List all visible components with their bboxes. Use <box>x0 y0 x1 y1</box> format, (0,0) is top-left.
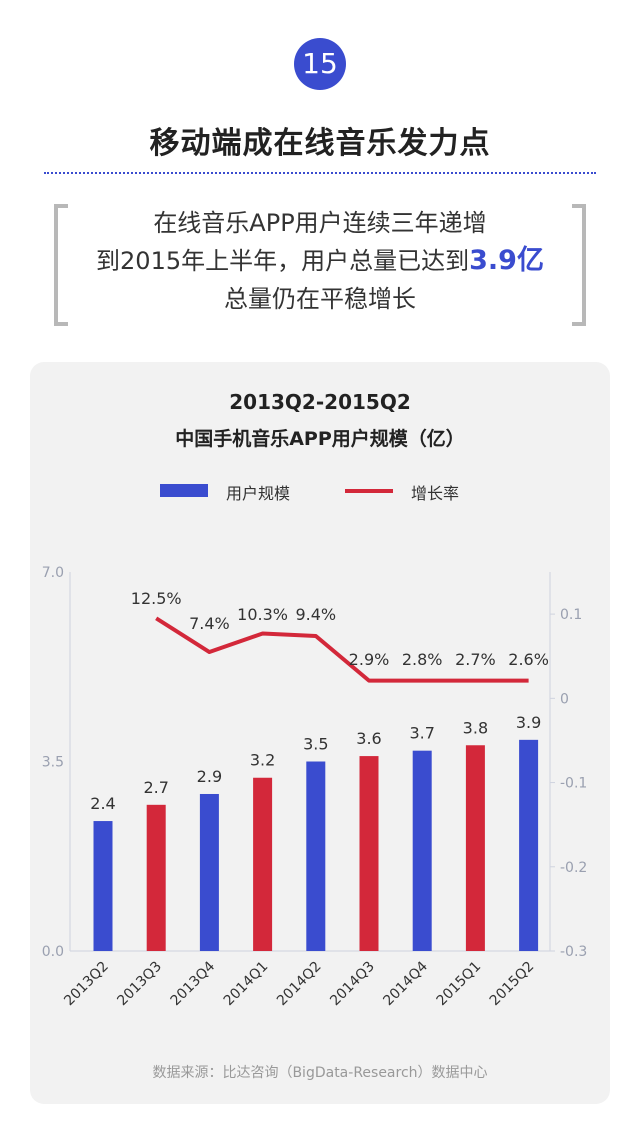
legend-bar-label: 用户规模 <box>226 484 291 503</box>
bar-value-label: 3.2 <box>250 751 275 770</box>
category-label: 2014Q3 <box>327 959 378 1010</box>
bar-value-label: 2.7 <box>143 778 168 797</box>
source-note: 数据来源：比达咨询（BigData-Research）数据中心 <box>152 1065 488 1081</box>
growth-label: 2.7% <box>455 650 496 669</box>
category-label: 2013Q2 <box>61 959 112 1010</box>
growth-line <box>155 616 529 683</box>
dotted-divider <box>44 172 596 174</box>
category-label: 2015Q1 <box>434 959 485 1010</box>
bar-value-label: 2.4 <box>90 794 115 813</box>
chart-subtitle: 中国手机音乐APP用户规模（亿） <box>175 428 465 450</box>
bar <box>253 777 273 951</box>
right-tick-label: 0.1 <box>560 607 582 623</box>
page-title: 移动端成在线音乐发力点 <box>149 126 491 161</box>
number-badge: 15 <box>294 38 346 90</box>
bar-value-label: 3.6 <box>356 729 381 748</box>
chart-title: 2013Q2-2015Q2 <box>229 390 411 414</box>
right-bracket <box>572 204 586 326</box>
bar-value-label: 2.9 <box>197 767 222 786</box>
bar-value-label: 3.5 <box>303 735 328 754</box>
bar-value-label: 3.9 <box>516 713 541 732</box>
bar <box>519 739 539 951</box>
quote-line-2: 到2015年上半年，用户总量已达到3.9亿 <box>64 242 576 280</box>
legend-bar-swatch <box>160 484 208 497</box>
legend-line-label: 增长率 <box>411 484 460 503</box>
left-tick-label: 3.5 <box>42 755 64 771</box>
quote-line-1: 在线音乐APP用户连续三年递增 <box>153 209 487 237</box>
category-label: 2013Q3 <box>114 959 165 1010</box>
bar <box>359 756 379 951</box>
growth-label: 12.5% <box>131 589 182 608</box>
bar <box>465 745 485 951</box>
bar <box>199 793 219 951</box>
legend-line-swatch <box>345 489 393 493</box>
chart-card: 2013Q2-2015Q2 中国手机音乐APP用户规模（亿） 用户规模 增长率 … <box>30 362 610 1104</box>
quote-line-2-text: 到2015年上半年，用户总量已达到 <box>96 247 470 275</box>
bar <box>93 821 113 951</box>
category-label: 2015Q2 <box>487 959 538 1010</box>
growth-label: 2.8% <box>402 650 443 669</box>
category-label: 2014Q2 <box>274 959 325 1010</box>
growth-label: 7.4% <box>189 614 230 633</box>
bar-value-label: 3.7 <box>409 724 434 743</box>
left-tick-label: 0.0 <box>42 944 64 960</box>
bar-value-label: 3.8 <box>463 718 488 737</box>
growth-label: 2.9% <box>349 650 390 669</box>
growth-label: 9.4% <box>295 605 336 624</box>
quote-highlight: 3.9亿 <box>469 245 544 276</box>
left-bracket <box>54 204 68 326</box>
category-label: 2014Q4 <box>380 958 431 1009</box>
right-tick-label: 0 <box>560 691 569 707</box>
right-tick-label: -0.1 <box>560 776 587 792</box>
growth-label: 2.6% <box>508 650 549 669</box>
bar <box>306 761 326 951</box>
bar <box>146 804 166 951</box>
left-tick-label: 7.0 <box>42 565 64 581</box>
chart-plot: 0.0 3.5 7.0 0.1 0 -0.1 -0.2 -0.3 2.4 2013Q2 2.7 201… <box>42 565 588 1010</box>
right-tick-label: -0.2 <box>560 860 587 876</box>
growth-label: 10.3% <box>237 605 288 624</box>
summary-quote: 在线音乐APP用户连续三年递增 到2015年上半年，用户总量已达到3.9亿 总量… <box>64 204 576 318</box>
right-tick-label: -0.3 <box>560 944 587 960</box>
category-label: 2013Q4 <box>168 958 219 1009</box>
quote-line-3: 总量仍在平稳增长 <box>224 285 416 313</box>
category-label: 2014Q1 <box>221 959 272 1010</box>
bar <box>412 750 432 951</box>
